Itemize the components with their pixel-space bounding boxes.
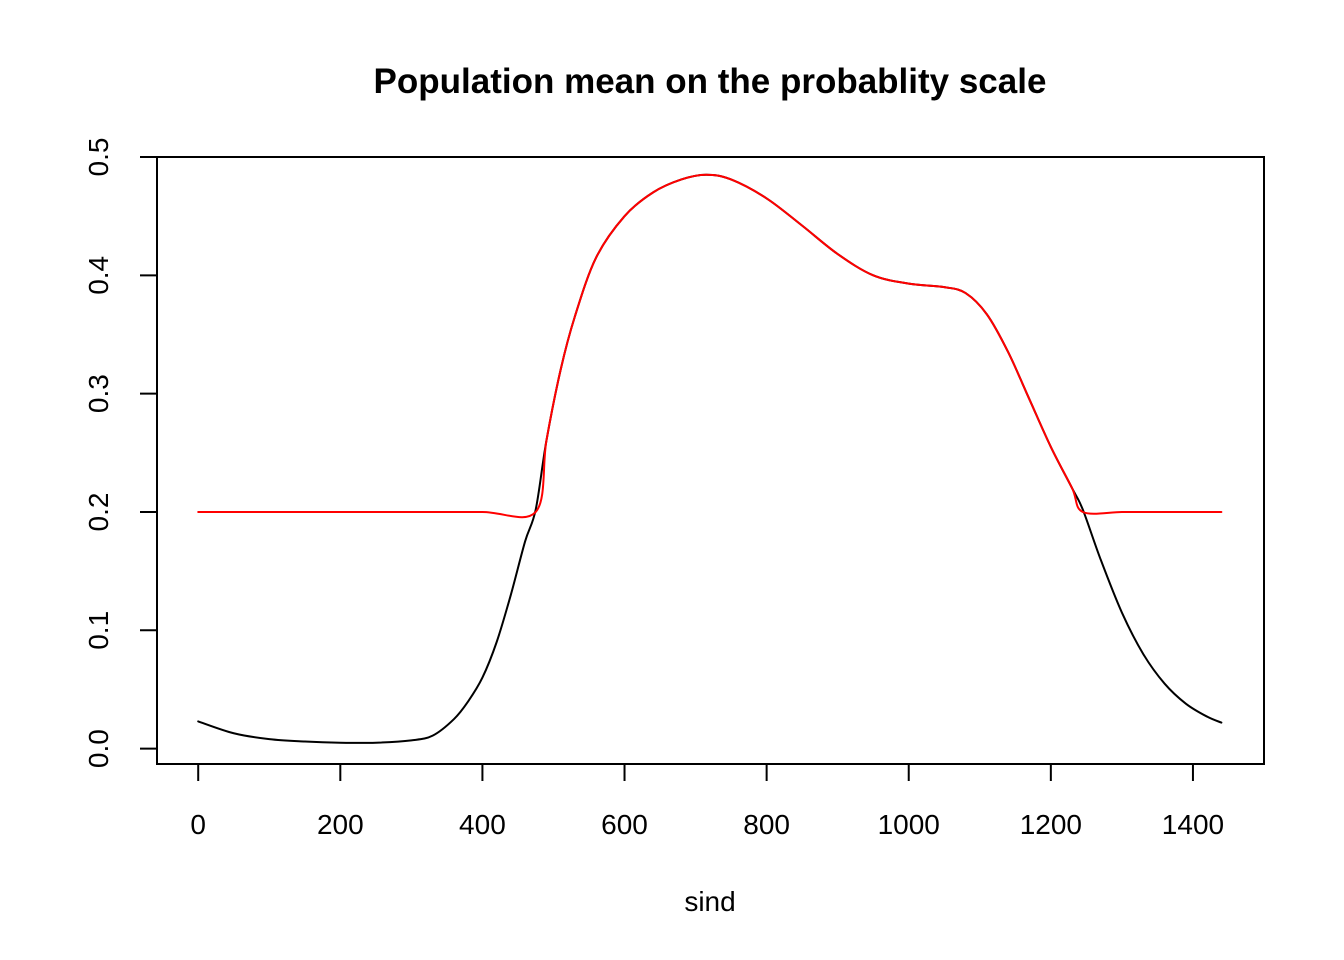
x-tick-label: 0 xyxy=(190,809,206,840)
chart-title: Population mean on the probablity scale xyxy=(374,62,1047,101)
x-tick-label: 1400 xyxy=(1162,809,1224,840)
y-axis: 0.0 0.1 0.2 0.3 0.4 0.5 xyxy=(83,138,158,768)
x-tick-label: 800 xyxy=(743,809,790,840)
x-tick-label: 600 xyxy=(601,809,648,840)
series-line-black xyxy=(197,173,1223,744)
plot-area-frame xyxy=(156,156,1265,765)
x-axis: 0 200 400 600 800 1000 1200 1400 xyxy=(190,763,1224,840)
y-tick-label: 0.1 xyxy=(83,611,114,650)
y-tick-label: 0.4 xyxy=(83,256,114,295)
x-tick-label: 400 xyxy=(459,809,506,840)
x-tick-label: 200 xyxy=(317,809,364,840)
series-layer xyxy=(197,173,1223,744)
x-tick-label: 1200 xyxy=(1020,809,1082,840)
x-tick-label: 1000 xyxy=(878,809,940,840)
x-axis-label: sind xyxy=(684,886,735,917)
series-line-red xyxy=(197,173,1223,519)
y-tick-label: 0.2 xyxy=(83,493,114,532)
y-tick-label: 0.3 xyxy=(83,374,114,413)
y-tick-label: 0.0 xyxy=(83,729,114,768)
y-tick-label: 0.5 xyxy=(83,138,114,177)
